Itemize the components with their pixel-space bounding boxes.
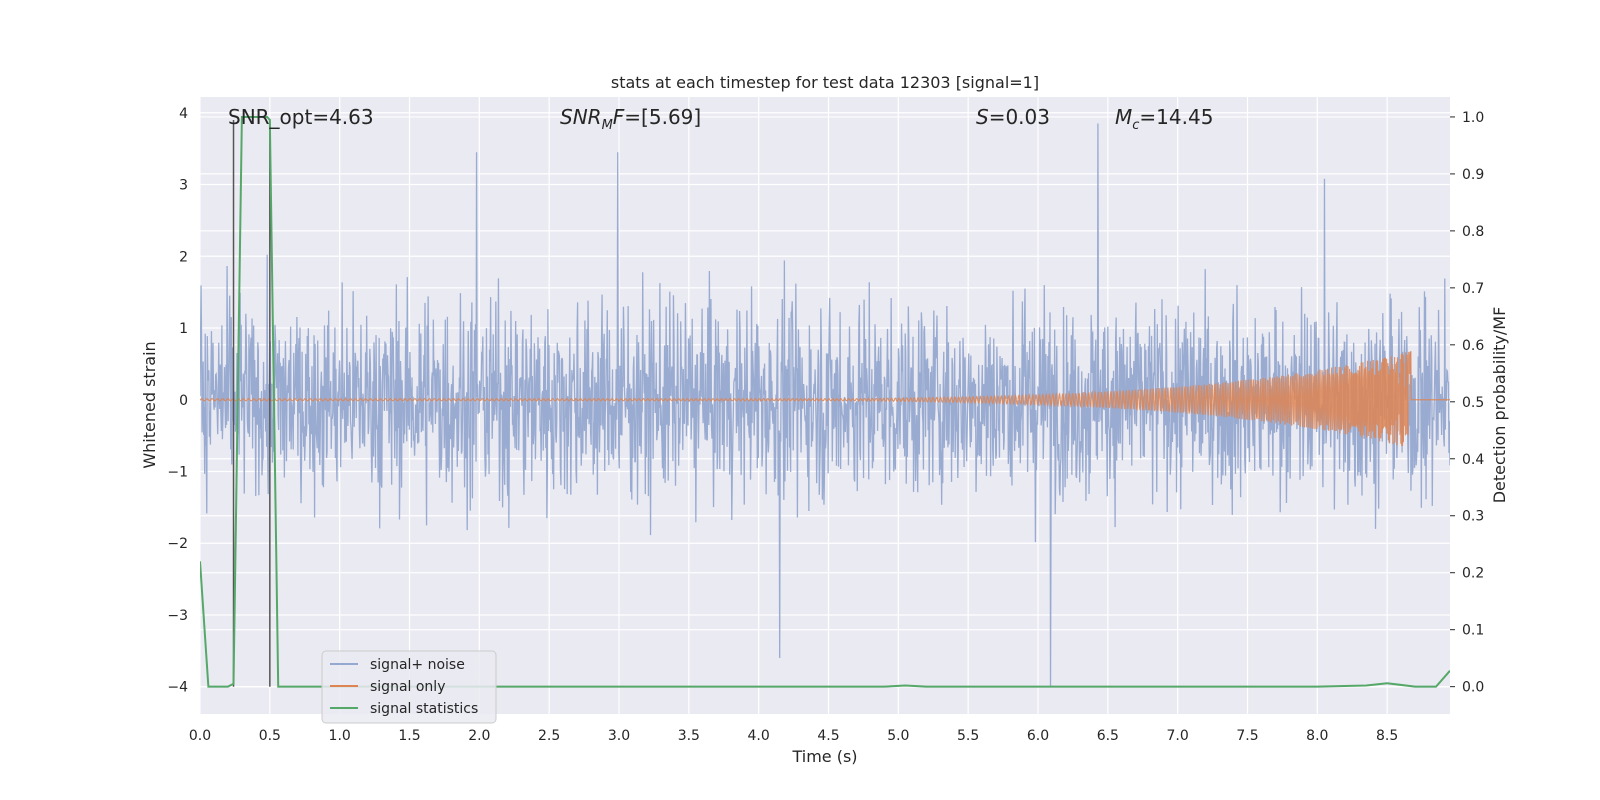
y-right-tick-label: 0.8 [1462,224,1484,240]
legend-box [321,650,497,724]
x-tick-label: 2.0 [468,728,490,744]
x-tick-label: 1.0 [329,728,351,744]
x-tick-label: 5.0 [887,728,909,744]
annotation-snr-mf: SNRMF=[5.69] [560,105,701,133]
x-tick-label: 1.5 [398,728,420,744]
y-left-tick-label: −1 [167,465,188,481]
y-left-tick-label: 3 [179,178,188,194]
y-right-tick-label: 0.6 [1462,338,1484,354]
series-signal-statistics [200,115,1450,688]
x-tick-label: 3.5 [678,728,700,744]
legend-label-signal-statistics: signal statistics [370,701,478,717]
annotation-mc-symbol: M [1115,105,1132,129]
annotation-s: S=0.03 [976,105,1050,129]
y-right-tick-label: 0.5 [1462,395,1484,411]
x-tick-label: 6.5 [1097,728,1119,744]
y-left-tick-label: 1 [179,321,188,337]
series-signal-noise [200,123,1450,687]
legend: signal+ noise signal only signal statist… [321,650,497,724]
y-right-tick-label: 0.2 [1462,566,1484,582]
annotation-snr-mf-symbol: SNR [560,105,602,129]
y-left-tick-label: −4 [167,680,188,696]
x-tick-label: 8.0 [1306,728,1328,744]
x-tick-label: 6.0 [1027,728,1049,744]
annotation-s-value: =0.03 [989,105,1050,129]
y-left-tick-label: −3 [167,608,188,624]
annotation-snr-opt: SNR_opt=4.63 [228,105,374,129]
y-right-tick-label: 0.1 [1462,623,1484,639]
y-right-tick-label: 0.3 [1462,509,1484,525]
y-left-tick-label: −2 [167,536,188,552]
annotation-mc: Mc=14.45 [1115,105,1213,133]
y-right-tick-label: 0.7 [1462,281,1484,297]
legend-label-signal-only: signal only [370,679,445,695]
annotation-mc-subscript: c [1132,118,1139,133]
annotation-s-symbol: S [976,105,989,129]
y-right-tick-label: 0.4 [1462,452,1484,468]
x-tick-label: 5.5 [957,728,979,744]
x-tick-label: 4.0 [748,728,770,744]
x-tick-label: 0.0 [189,728,211,744]
annotation-snr-mf-value: =[5.69] [624,105,701,129]
series-signal-only [200,351,1450,446]
x-axis-label: Time (s) [791,747,857,766]
y-axis-right-label: Detection probability/MF [1490,307,1509,504]
annotation-mc-value: =14.45 [1139,105,1213,129]
x-tick-label: 0.5 [259,728,281,744]
x-tick-label: 7.0 [1167,728,1189,744]
annotation-snr-mf-f: F [613,105,625,129]
x-tick-label: 4.5 [817,728,839,744]
annotation-snr-mf-subscript: M [602,118,613,133]
x-tick-label: 7.5 [1236,728,1258,744]
x-tick-label: 3.0 [608,728,630,744]
annotations: SNR_opt=4.63 SNRMF=[5.69] S=0.03 Mc=14.4… [228,105,1213,133]
y-left-tick-label: 2 [179,249,188,265]
x-tick-label: 2.5 [538,728,560,744]
x-tick-label: 8.5 [1376,728,1398,744]
axes: 0.0 0.5 1.0 1.5 2.0 2.5 3.0 3.5 4.0 4.5 5.0 5.5 6.0 6… [167,106,1484,744]
y-axis-left-label: Whitened strain [140,341,159,468]
legend-label-signal-noise: signal+ noise [370,657,465,673]
y-right-tick-label: 1.0 [1462,110,1484,126]
y-right-tick-label: 0.9 [1462,167,1484,183]
y-left-tick-label: 0 [179,393,188,409]
data-layer [200,115,1450,688]
y-right-tick-label: 0.0 [1462,680,1484,696]
y-left-tick-label: 4 [179,106,188,122]
chart-title: stats at each timestep for test data 123… [611,73,1039,92]
